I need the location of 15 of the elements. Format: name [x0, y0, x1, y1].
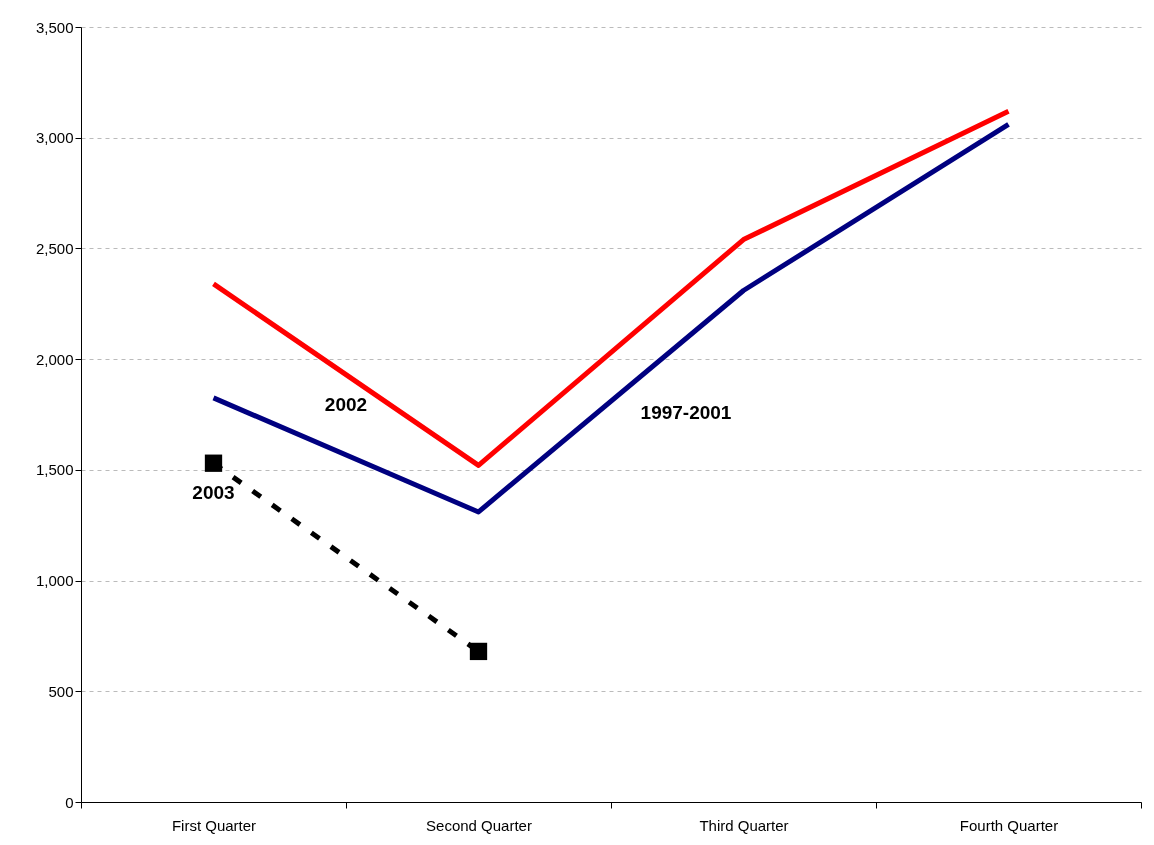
y-tick-label: 2,500	[35, 239, 74, 257]
x-tick-label: First Quarter	[171, 816, 257, 834]
series-label: 2002	[324, 393, 368, 415]
series-label: 1997-2001	[640, 402, 732, 424]
y-tick-label: 2,000	[35, 350, 74, 368]
x-tick-label: Fourth Quarter	[959, 816, 1059, 834]
y-tick-label: 500	[48, 682, 74, 700]
series-label: 2003	[192, 482, 235, 504]
x-tick-label: Second Quarter	[426, 816, 532, 834]
y-tick-label: 3,000	[35, 129, 74, 147]
y-tick-label: 3,500	[35, 18, 74, 36]
y-tick-label: 0	[65, 793, 74, 811]
y-tick-label: 1,500	[35, 461, 74, 479]
y-tick-label: 1,000	[35, 572, 74, 590]
x-tick-label: Third Quarter	[699, 816, 789, 834]
